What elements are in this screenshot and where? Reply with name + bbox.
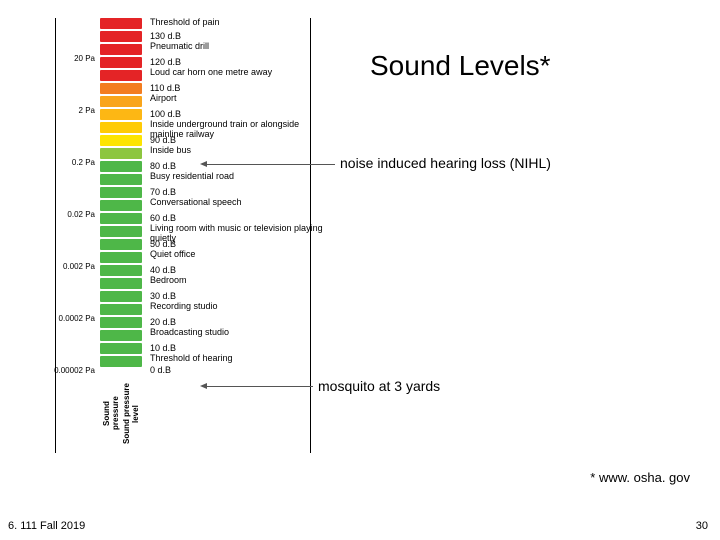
- level-label: 30 d.BRecording studio: [150, 292, 218, 312]
- level-label: 70 d.BConversational speech: [150, 188, 242, 208]
- level-desc: Quiet office: [150, 250, 195, 260]
- arrow-nihl-line: [205, 164, 335, 165]
- level-label: 120 d.BLoud car horn one metre away: [150, 58, 272, 78]
- level-desc: Conversational speech: [150, 198, 242, 208]
- level-desc: Busy residential road: [150, 172, 234, 182]
- bar-segment: [100, 330, 142, 341]
- bar-segment: [100, 200, 142, 211]
- bar-segment: [100, 18, 142, 29]
- footer-course: 6. 111 Fall 2019: [8, 520, 85, 532]
- level-desc: Loud car horn one metre away: [150, 68, 272, 78]
- axis-label-pressure: Sound pressure: [103, 386, 121, 441]
- level-desc: Recording studio: [150, 302, 218, 312]
- bar-segment: [100, 83, 142, 94]
- level-label: 90 d.BInside bus: [150, 136, 191, 156]
- bar-segment: [100, 239, 142, 250]
- page-title: Sound Levels*: [370, 50, 551, 82]
- bar-segment: [100, 31, 142, 42]
- level-desc: Threshold of pain: [150, 18, 220, 28]
- level-label: 130 d.BPneumatic drill: [150, 32, 209, 52]
- bar-segment: [100, 291, 142, 302]
- color-bars: [100, 18, 142, 369]
- citation: * www. osha. gov: [590, 470, 690, 485]
- bar-segment: [100, 304, 142, 315]
- pressure-label: 0.00002 Pa: [45, 366, 95, 375]
- level-label: 110 d.BAirport: [150, 84, 180, 104]
- pressure-label: 2 Pa: [45, 106, 95, 115]
- annotation-mosquito: mosquito at 3 yards: [318, 378, 440, 394]
- arrow-mosquito-line: [205, 386, 313, 387]
- level-desc: Inside bus: [150, 146, 191, 156]
- bar-segment: [100, 278, 142, 289]
- level-label: 50 d.BQuiet office: [150, 240, 195, 260]
- bar-segment: [100, 135, 142, 146]
- axis-label-level: Sound pressure level: [123, 380, 141, 448]
- level-label: 0 d.B: [150, 366, 171, 376]
- level-label: 10 d.BThreshold of hearing: [150, 344, 233, 364]
- level-db: 0 d.B: [150, 366, 171, 376]
- level-desc: Threshold of hearing: [150, 354, 233, 364]
- bar-segment: [100, 226, 142, 237]
- chart-border-left: [55, 18, 56, 453]
- pressure-label: 20 Pa: [45, 54, 95, 63]
- bar-segment: [100, 70, 142, 81]
- level-desc: Airport: [150, 94, 180, 104]
- bar-segment: [100, 174, 142, 185]
- pressure-label: 0.002 Pa: [45, 262, 95, 271]
- level-desc: Pneumatic drill: [150, 42, 209, 52]
- arrow-nihl-head: [200, 161, 207, 167]
- level-label: 40 d.BBedroom: [150, 266, 187, 286]
- pressure-label: 0.0002 Pa: [45, 314, 95, 323]
- bar-segment: [100, 343, 142, 354]
- bar-segment: [100, 252, 142, 263]
- bar-segment: [100, 44, 142, 55]
- bar-segment: [100, 265, 142, 276]
- bar-segment: [100, 148, 142, 159]
- bar-segment: [100, 317, 142, 328]
- arrow-mosquito-head: [200, 383, 207, 389]
- bar-segment: [100, 213, 142, 224]
- annotation-nihl: noise induced hearing loss (NIHL): [340, 155, 551, 171]
- level-label: Threshold of pain: [150, 18, 220, 28]
- pressure-label: 0.02 Pa: [45, 210, 95, 219]
- bar-segment: [100, 161, 142, 172]
- bar-segment: [100, 356, 142, 367]
- bar-segment: [100, 187, 142, 198]
- bar-segment: [100, 57, 142, 68]
- level-desc: Broadcasting studio: [150, 328, 229, 338]
- sound-level-chart: 20 Pa2 Pa0.2 Pa0.02 Pa0.002 Pa0.0002 Pa0…: [55, 18, 330, 468]
- bar-segment: [100, 96, 142, 107]
- bar-segment: [100, 122, 142, 133]
- level-desc: Bedroom: [150, 276, 187, 286]
- pressure-label: 0.2 Pa: [45, 158, 95, 167]
- footer-page-number: 30: [696, 520, 708, 532]
- bar-segment: [100, 109, 142, 120]
- level-label: 20 d.BBroadcasting studio: [150, 318, 229, 338]
